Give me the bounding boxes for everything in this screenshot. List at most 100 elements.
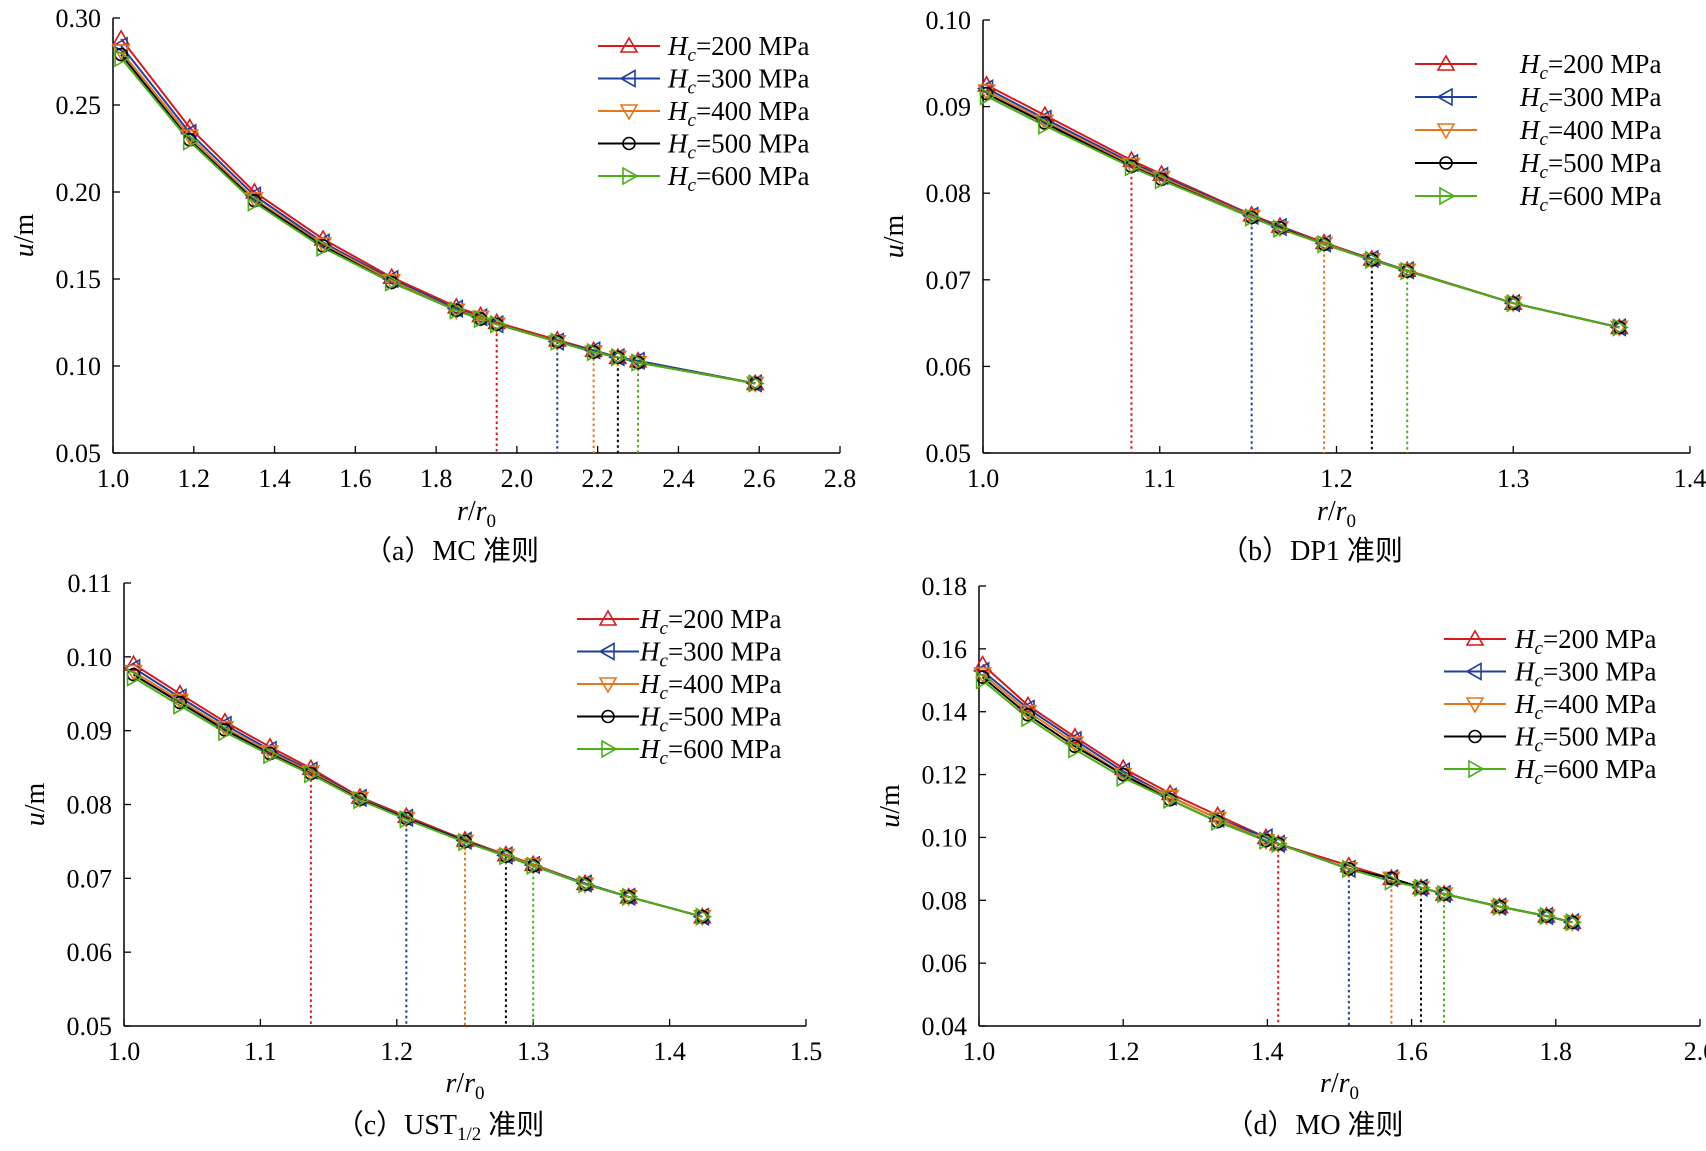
legend-label: Hc=300 MPa: [667, 64, 809, 99]
data-point: [1612, 318, 1629, 337]
legend-var: H: [667, 161, 689, 191]
panel-caption: （b）DP1 准则: [1220, 535, 1403, 567]
legend-value: =500 MPa: [668, 702, 782, 732]
y-tick-label: 0.09: [67, 717, 113, 746]
data-point: [399, 809, 416, 829]
legend-var: H: [1519, 49, 1541, 79]
data-point: [449, 300, 466, 320]
legend-var: H: [1519, 181, 1541, 211]
legend-label: Hc=600 MPa: [1519, 181, 1661, 216]
legend-var: H: [639, 734, 661, 764]
y-axis-var: u: [875, 814, 906, 828]
legend-marker: [1436, 87, 1453, 107]
y-tick-label: 0.07: [926, 266, 972, 295]
legend-label: Hc=600 MPa: [1514, 754, 1656, 789]
data-point: [1021, 708, 1038, 728]
data-point: [1342, 859, 1359, 879]
x-tick-label: 1.6: [339, 464, 372, 493]
legend-marker: [1468, 729, 1482, 744]
series-line: [132, 670, 703, 918]
x-tick-label: 1.8: [420, 464, 453, 493]
legend-value: =400 MPa: [668, 669, 782, 699]
data-point: [489, 314, 507, 334]
y-axis-title: u/m: [879, 215, 910, 259]
legend-var: H: [1514, 624, 1536, 654]
series-line: [132, 673, 703, 918]
data-point: [215, 720, 235, 738]
legend-var-sub: c: [1540, 129, 1549, 150]
y-axis-var: u: [879, 244, 910, 258]
legend-marker: [598, 609, 618, 626]
panel-caption: （c）UST1/2 准则: [336, 1109, 545, 1145]
data-point: [1259, 831, 1276, 850]
data-point: [1365, 250, 1382, 270]
legend-marker: [622, 166, 639, 186]
data-point: [458, 832, 475, 852]
y-tick-label: 0.05: [67, 1012, 113, 1041]
legend-value: =500 MPa: [1543, 722, 1657, 752]
x-axis-title: r/r0: [1320, 1068, 1359, 1104]
x-axis-slash: /: [1328, 496, 1336, 527]
series-line: [981, 676, 1573, 924]
y-tick-label: 0.08: [926, 179, 972, 208]
legend-var: H: [1514, 722, 1536, 752]
legend-label: Hc=600 MPa: [639, 734, 781, 769]
chart-panel-d: 1.0 1.2 1.4 1.6 1.8 2.0 0.04 0.06 0.08 0.10 0.12 0.…: [875, 572, 1706, 1141]
x-tick-label: 1.1: [244, 1037, 277, 1066]
x-tick-label: 1.0: [967, 464, 1000, 493]
series-line: [120, 45, 756, 385]
x-axis-slash: /: [468, 496, 476, 527]
caption-suffix: 准则: [481, 1109, 544, 1141]
y-tick-label: 0.08: [922, 886, 968, 915]
y-tick-label: 0.06: [67, 938, 113, 967]
data-point: [526, 856, 543, 876]
x-axis-title: r/r0: [1317, 496, 1356, 532]
data-point: [170, 684, 190, 701]
x-tick-label: 1.3: [517, 1037, 550, 1066]
data-point: [247, 193, 264, 212]
x-tick-label: 1.4: [653, 1037, 686, 1066]
legend-label: Hc=500 MPa: [639, 702, 781, 737]
legend-label: Hc=400 MPa: [639, 669, 781, 704]
legend-marker: [1436, 123, 1456, 140]
data-point: [1116, 768, 1133, 788]
data-point: [1065, 736, 1085, 753]
data-point: [1539, 906, 1557, 926]
data-point: [1154, 170, 1172, 190]
legend-marker: [598, 677, 618, 694]
series-line: [986, 95, 1620, 329]
legend-label: Hc=400 MPa: [1519, 115, 1661, 150]
y-tick-label: 0.05: [926, 439, 972, 468]
data-point: [1506, 293, 1523, 313]
x-axis-var: r: [1339, 1068, 1350, 1099]
data-point: [499, 846, 516, 866]
legend-value: =300 MPa: [668, 637, 782, 667]
y-tick-label: 0.10: [67, 643, 113, 672]
legend-marker: [622, 136, 636, 151]
data-point: [1317, 234, 1334, 254]
x-axis-title: r/r0: [445, 1068, 484, 1104]
data-point: [1018, 695, 1038, 713]
legend-value: =200 MPa: [696, 31, 810, 61]
legend-label: Hc=200 MPa: [639, 604, 781, 639]
data-point: [124, 664, 143, 682]
series-line: [120, 50, 756, 385]
legend-label: Hc=300 MPa: [1514, 657, 1656, 692]
y-tick-label: 0.16: [922, 635, 968, 664]
legend-marker: [1439, 186, 1456, 206]
legend-var: H: [1519, 115, 1541, 145]
legend-value: =400 MPa: [1543, 689, 1657, 719]
legend-var-sub: c: [688, 45, 697, 66]
x-tick-label: 2.0: [1684, 1037, 1706, 1066]
y-tick-label: 0.20: [56, 178, 102, 207]
legend-marker: [1465, 662, 1482, 681]
panel-caption: （d）MO 准则: [1225, 1109, 1403, 1141]
x-tick-label: 1.0: [108, 1037, 141, 1066]
legend-var: H: [1514, 754, 1536, 784]
y-axis-var: u: [20, 812, 51, 826]
legend-label: Hc=200 MPa: [667, 31, 809, 66]
series-line: [120, 38, 756, 385]
